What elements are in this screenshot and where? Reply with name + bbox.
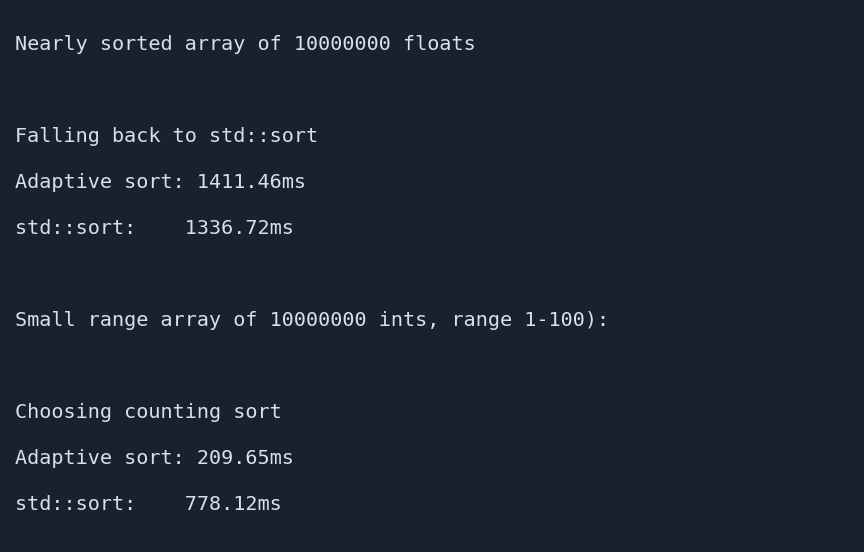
Text: Small range array of 10000000 ints, range 1-100):: Small range array of 10000000 ints, rang… [15, 311, 609, 331]
Text: std::sort:    778.12ms: std::sort: 778.12ms [15, 496, 282, 514]
Text: Adaptive sort: 209.65ms: Adaptive sort: 209.65ms [15, 449, 294, 469]
Text: Adaptive sort: 1411.46ms: Adaptive sort: 1411.46ms [15, 173, 306, 193]
Text: Nearly sorted array of 10000000 floats: Nearly sorted array of 10000000 floats [15, 35, 476, 55]
Text: Choosing counting sort: Choosing counting sort [15, 404, 282, 422]
Text: Falling back to std::sort: Falling back to std::sort [15, 128, 318, 146]
Text: std::sort:    1336.72ms: std::sort: 1336.72ms [15, 220, 294, 238]
